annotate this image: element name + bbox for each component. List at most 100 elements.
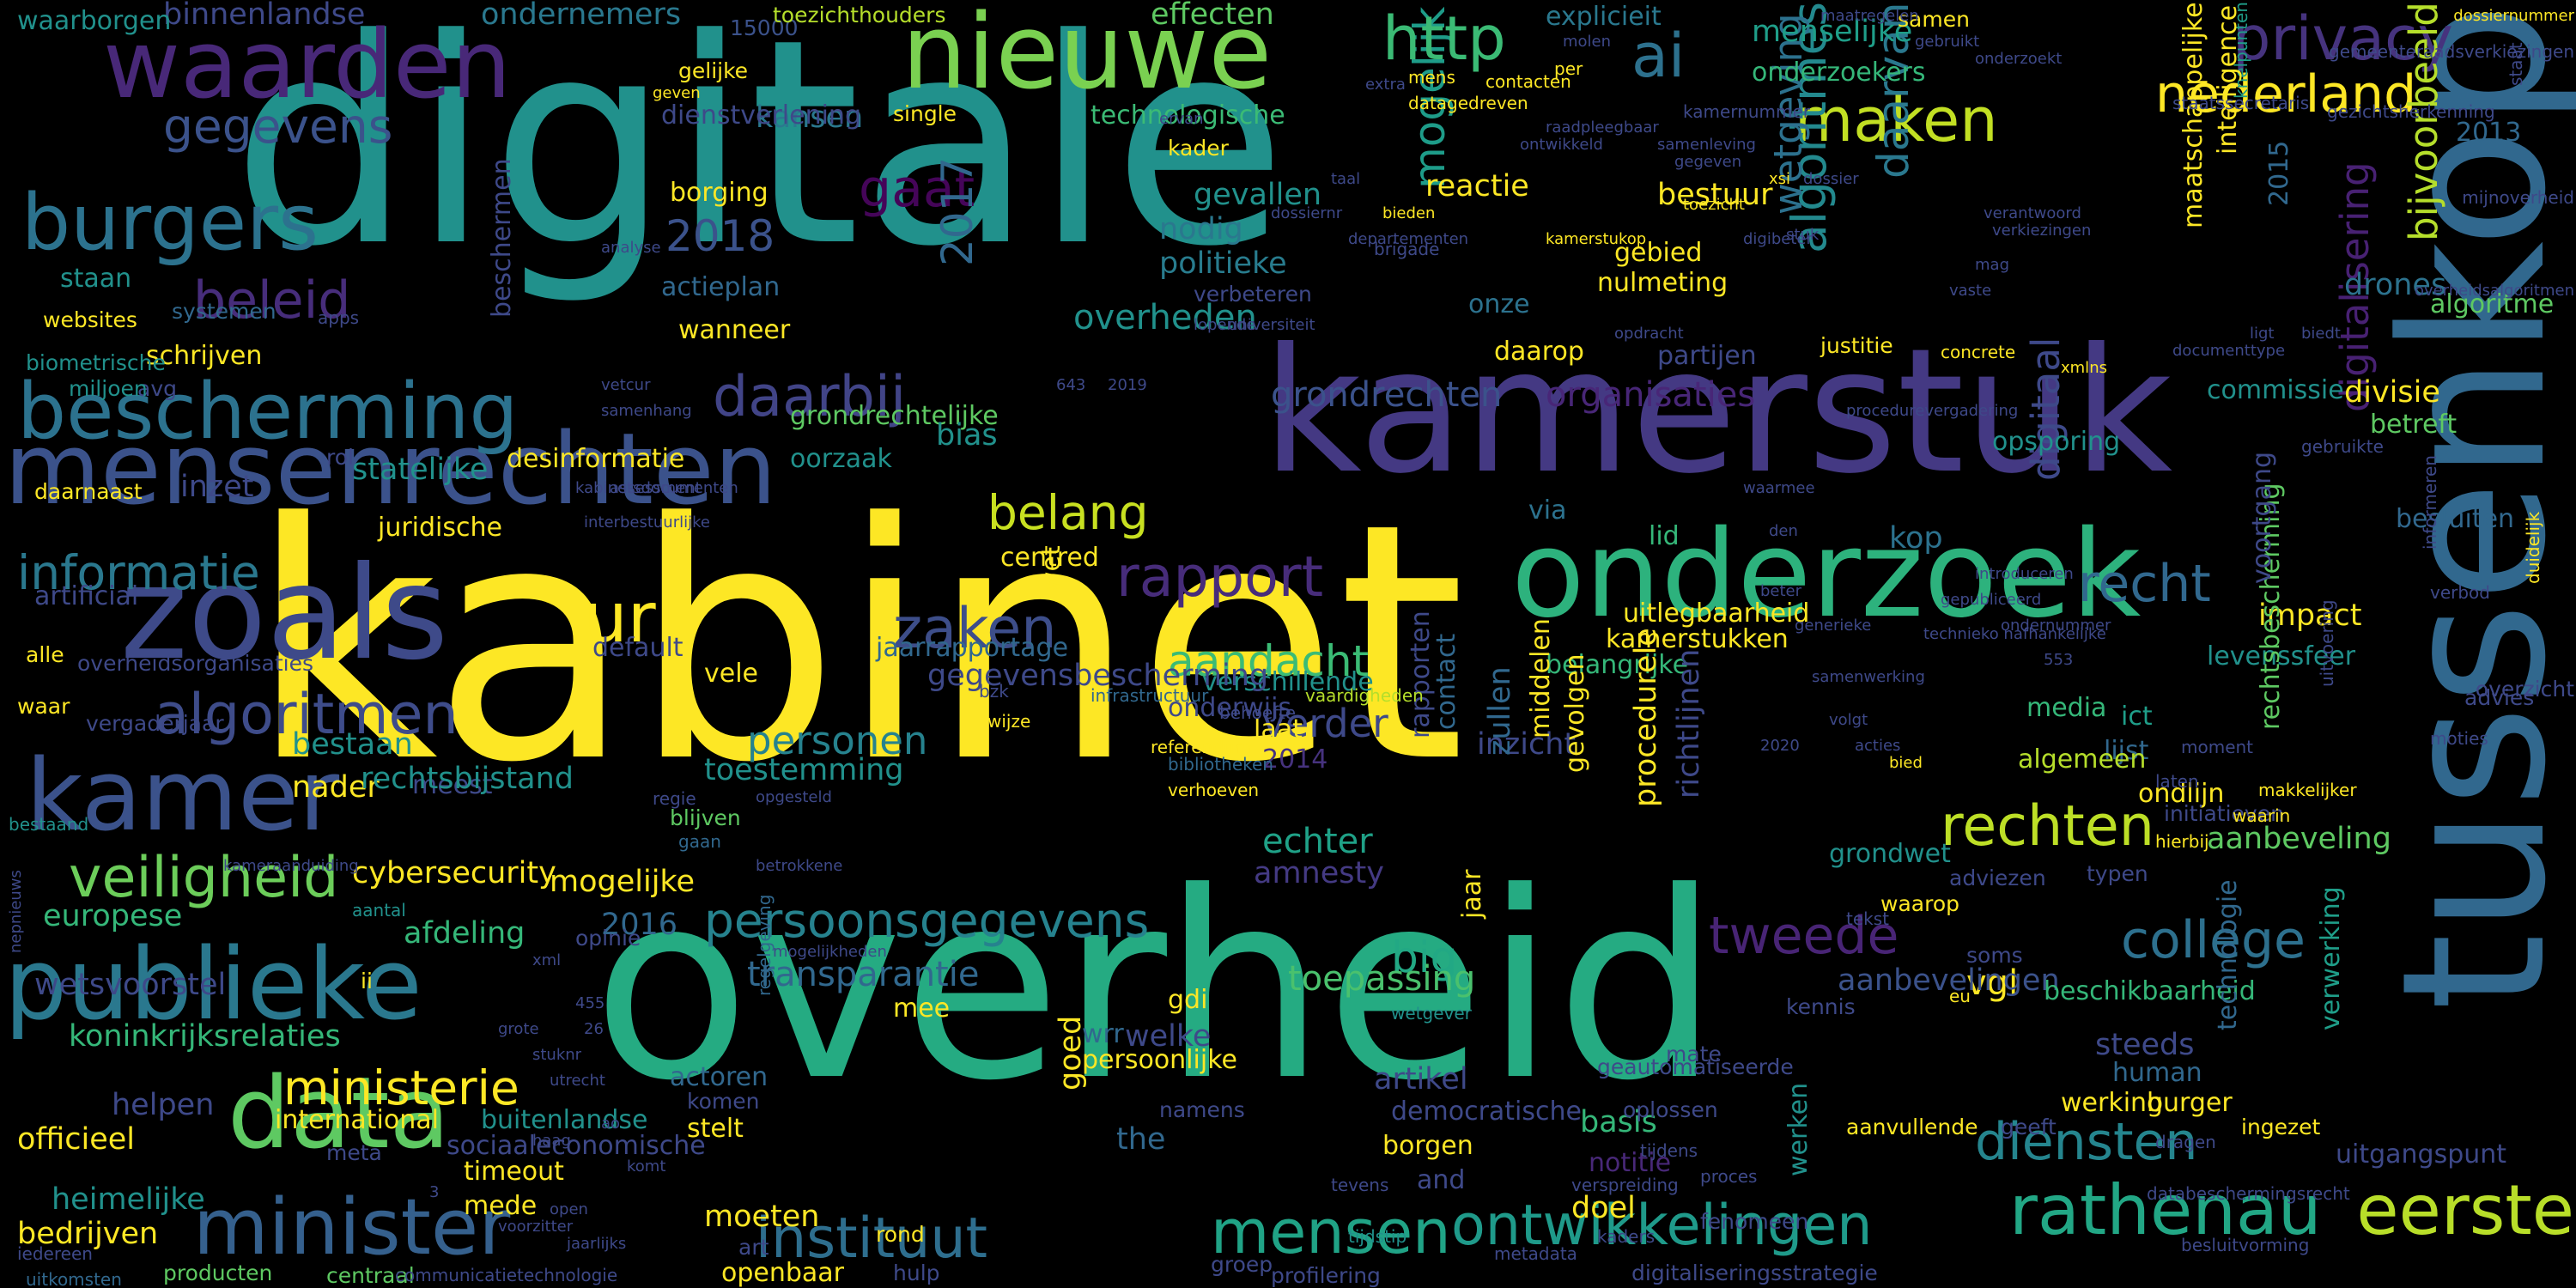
- cloud-word: partijen: [1657, 341, 1757, 371]
- cloud-word: regelgeving: [754, 894, 775, 996]
- cloud-word: belang: [987, 485, 1149, 540]
- cloud-word: besluitvorming: [2181, 1235, 2310, 1255]
- cloud-word: raadpleegbaar: [1546, 118, 1659, 137]
- cloud-word: systemen: [172, 299, 276, 324]
- cloud-word: tweede: [1709, 906, 1899, 966]
- cloud-word: rechten: [1941, 794, 2154, 859]
- cloud-word: jaarlijks: [567, 1235, 627, 1253]
- cloud-word: bestaand: [9, 814, 89, 835]
- cloud-word: waarop: [1880, 891, 1959, 916]
- cloud-word: oorzaak: [790, 444, 892, 474]
- cloud-word: kamerstukken: [1606, 624, 1789, 654]
- cloud-word: verbeteren: [1194, 282, 1312, 307]
- cloud-word: adviezen: [1949, 866, 2046, 890]
- cloud-word: cybersecurity: [352, 856, 556, 890]
- cloud-word: inzicht: [1477, 727, 1577, 762]
- cloud-word: international: [275, 1105, 439, 1135]
- cloud-word: bestaan: [292, 727, 413, 762]
- cloud-word: bedrijven: [17, 1217, 159, 1251]
- cloud-word: big: [1391, 933, 1458, 982]
- cloud-word: samenhang: [601, 402, 692, 420]
- cloud-word: persoonsgegevens: [704, 893, 1150, 948]
- cloud-word: algoritmen: [155, 683, 459, 747]
- cloud-word: aandacht: [1168, 636, 1370, 686]
- cloud-word: ondlijn: [2138, 779, 2225, 809]
- cloud-word: kamer: [26, 738, 340, 854]
- cloud-word: advies: [2464, 685, 2535, 710]
- cloud-word: effecten: [1151, 0, 1274, 32]
- cloud-word: echter: [1262, 822, 1373, 861]
- cloud-word: mens: [1408, 67, 1455, 88]
- cloud-word: kamernummer: [1683, 101, 1810, 122]
- cloud-word: verwerking: [2316, 886, 2346, 1030]
- cloud-word: vgl: [1966, 963, 2019, 1003]
- cloud-word: utrecht: [550, 1072, 605, 1090]
- cloud-word: stelt: [687, 1114, 744, 1144]
- cloud-word: gebruikte: [2301, 436, 2384, 457]
- cloud-word: verspreiding: [1571, 1175, 1679, 1195]
- cloud-word: nieuwe: [902, 0, 1273, 112]
- cloud-word: centraal: [326, 1263, 415, 1288]
- cloud-word: besluiten: [2396, 504, 2515, 534]
- cloud-word: metadata: [1494, 1243, 1577, 1264]
- cloud-word: komt: [627, 1157, 666, 1176]
- cloud-word: moeten: [704, 1200, 820, 1234]
- cloud-word: vaste: [1949, 282, 1992, 300]
- cloud-word: jaar: [1457, 869, 1487, 919]
- cloud-word: and: [1417, 1165, 1466, 1195]
- cloud-word: opdracht: [1614, 325, 1684, 343]
- cloud-word: ict: [2121, 702, 2153, 732]
- cloud-word: dienstverlening: [661, 100, 861, 131]
- cloud-word: mogelijkheden: [773, 943, 887, 961]
- cloud-word: referendum: [1151, 737, 1252, 757]
- cloud-word: bzk: [979, 681, 1009, 702]
- cloud-word: digitaal: [2023, 337, 2069, 481]
- cloud-word: wijze: [987, 711, 1031, 732]
- cloud-word: rathenau: [2009, 1170, 2322, 1250]
- cloud-word: ondernummer: [2001, 617, 2111, 635]
- cloud-word: basis: [1580, 1105, 1657, 1139]
- cloud-word: opinie: [575, 926, 641, 951]
- cloud-word: intelligence: [2213, 4, 2243, 155]
- cloud-word: profilering: [1271, 1263, 1381, 1288]
- cloud-word: belangrijke: [1546, 650, 1689, 680]
- cloud-word: maatschappelijke: [2178, 2, 2208, 228]
- cloud-word: actoren: [670, 1062, 769, 1092]
- cloud-word: 3: [429, 1183, 440, 1201]
- cloud-word: onderwijs: [1168, 693, 1292, 723]
- cloud-word: bias: [936, 418, 998, 453]
- cloud-word: mede: [464, 1191, 538, 1221]
- cloud-word: via: [1528, 495, 1567, 526]
- cloud-word: wrr: [1082, 1019, 1124, 1049]
- cloud-word: 2014: [1262, 744, 1328, 775]
- cloud-word: acties: [1855, 737, 1901, 755]
- cloud-word: gaan: [678, 831, 721, 852]
- cloud-word: diensten: [1975, 1112, 2198, 1172]
- cloud-word: vetcur: [601, 376, 651, 394]
- cloud-word: gepubliceerd: [1941, 591, 2042, 609]
- cloud-word: dossiernr: [1271, 204, 1343, 222]
- cloud-word: kameraanduiding: [223, 857, 359, 875]
- cloud-word: aanbevelingen: [1838, 963, 2060, 998]
- cloud-word: toepassing: [1288, 959, 1476, 999]
- cloud-word: 2015: [2264, 140, 2294, 206]
- cloud-word: levenssfeer: [2207, 641, 2356, 671]
- cloud-word: initiatieven: [2164, 801, 2284, 826]
- cloud-word: analyse: [601, 239, 661, 257]
- cloud-word: departementen: [1348, 230, 1469, 248]
- cloud-word: rond: [876, 1222, 925, 1247]
- cloud-word: opgesteld: [756, 788, 832, 806]
- cloud-word: hierbij: [2155, 831, 2209, 852]
- cloud-word: geeft: [2001, 1115, 2057, 1139]
- cloud-word: organisaties: [1546, 375, 1756, 415]
- cloud-word: stuknr: [532, 1046, 582, 1064]
- cloud-word: middelen: [1526, 618, 1556, 738]
- cloud-word: mensen: [1211, 1197, 1451, 1267]
- cloud-word: ligt: [2250, 325, 2275, 343]
- cloud-word: kop: [1889, 521, 1943, 556]
- cloud-word: centred: [1000, 543, 1099, 573]
- cloud-word: heimelijke: [52, 1182, 205, 1217]
- cloud-word: informatie: [17, 545, 260, 600]
- cloud-word: instituut: [756, 1206, 988, 1271]
- cloud-word: brigade: [1374, 239, 1440, 259]
